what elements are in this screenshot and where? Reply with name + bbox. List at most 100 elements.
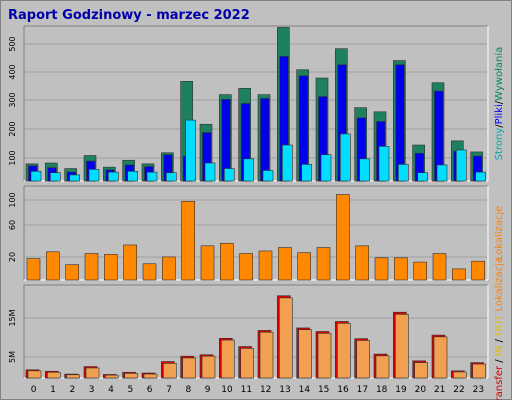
y-axis-label-part: /: [494, 336, 505, 346]
x-tick-label: 12: [260, 385, 271, 395]
bar-top-s2-h4: [108, 171, 119, 182]
bar-bottom-s1-h16: [337, 322, 351, 379]
bar-bottom-s1-h19: [395, 314, 409, 379]
x-tick-label: 10: [221, 385, 233, 395]
bar-middle-s0-h7: [162, 256, 176, 281]
plot-panels: 100200300400500Strony/Pliki/Wywołania206…: [8, 25, 505, 404]
y-axis-label-top: Strony/Pliki/Wywołania: [494, 47, 505, 161]
y-axis-label-bottom: Transfer / IN / OUT Lokalizacje: [494, 257, 505, 400]
y-axis-label-part: /: [494, 356, 505, 366]
bar-top-s2-h9: [204, 162, 216, 182]
x-tick-label: 3: [89, 385, 95, 395]
bar-top-s1-h19: [395, 64, 405, 182]
bar-bottom-s1-h22: [453, 371, 467, 379]
bar-top-s2-h11: [243, 158, 254, 182]
bar-top-s2-h22: [456, 149, 467, 182]
y-tick-label: 200: [8, 121, 17, 136]
y-axis-label-middle: Lokalizacje: [494, 206, 505, 261]
bar-bottom-s1-h20: [414, 362, 428, 379]
bar-bottom-s1-h12: [259, 331, 274, 379]
x-tick-label: 15: [318, 385, 329, 395]
plot-area-middle: [24, 186, 488, 280]
y-axis-label-part: Transfer: [494, 365, 505, 400]
x-tick-label: 13: [279, 385, 290, 395]
bar-bottom-s1-h6: [143, 373, 158, 379]
chart-title: Raport Godzinowy - marzec 2022: [8, 8, 250, 23]
x-tick-label: 19: [395, 385, 407, 395]
x-tick-label: 2: [69, 385, 75, 395]
x-tick-label: 9: [205, 385, 211, 395]
bar-middle-s0-h8: [181, 201, 195, 281]
bar-middle-s0-h15: [316, 247, 331, 281]
bar-bottom-s1-h11: [240, 348, 254, 379]
bar-middle-s0-h5: [123, 244, 137, 281]
bar-middle-s0-h9: [200, 245, 215, 281]
y-tick-label: 60: [8, 220, 17, 230]
x-tick-label: 16: [337, 385, 349, 395]
x-tick-label: 21: [434, 385, 445, 395]
bar-bottom-s1-h8: [182, 357, 196, 379]
bar-top-s2-h12: [262, 170, 274, 182]
bar-top-s2-h3: [88, 169, 100, 182]
y-axis-label-part: /: [494, 124, 505, 128]
y-axis-label-part: Lokalizacje: [494, 206, 505, 261]
y-axis-label-part: Wywołania: [494, 47, 505, 101]
bar-top-s2-h0: [30, 171, 42, 182]
bar-top-s2-h23: [475, 171, 486, 182]
bar-bottom-s1-h21: [433, 336, 448, 379]
bar-middle-s0-h0: [26, 258, 41, 281]
bar-top-s1-h12: [260, 98, 270, 182]
bar-middle-s0-h17: [355, 245, 369, 281]
x-tick-label: 4: [108, 385, 114, 395]
plot-area-bottom: [24, 285, 488, 378]
bar-middle-s0-h19: [394, 257, 408, 281]
x-tick-label: 14: [299, 385, 311, 395]
x-tick-label: 23: [473, 385, 484, 395]
y-tick-label: 100: [8, 192, 17, 207]
bar-top-s2-h17: [359, 158, 370, 182]
y-axis-label-part: OUT: [494, 314, 505, 336]
bar-middle-s0-h3: [84, 253, 99, 281]
x-tick-label: 0: [31, 385, 37, 395]
y-tick-label: 5M: [8, 351, 17, 363]
x-tick-label: 11: [241, 385, 252, 395]
x-tick-label: 1: [50, 385, 56, 395]
bar-middle-s0-h16: [336, 194, 350, 281]
bar-middle-s0-h23: [471, 260, 485, 281]
y-axis-label-part: Lokalizacje: [494, 257, 505, 315]
bar-middle-s0-h1: [46, 251, 60, 281]
bar-top-s2-h1: [50, 172, 61, 182]
bar-bottom-s1-h7: [163, 363, 177, 379]
bar-bottom-s1-h2: [66, 374, 80, 379]
y-tick-label: 500: [8, 36, 17, 51]
y-tick-label: 20: [8, 252, 17, 262]
bar-top-s2-h5: [127, 171, 138, 182]
y-tick-label: 300: [8, 92, 17, 107]
bar-bottom-s1-h1: [47, 371, 61, 379]
y-tick-label: 15M: [8, 309, 17, 326]
x-tick-label: 17: [357, 385, 368, 395]
y-tick-label: 400: [8, 64, 17, 79]
bar-bottom-s1-h5: [124, 373, 138, 379]
bar-middle-s0-h14: [297, 252, 311, 281]
bar-top-s2-h19: [398, 164, 409, 182]
panel-middle: 20 60 100 Lokalizacje: [8, 185, 505, 281]
bar-middle-s0-h13: [278, 247, 292, 281]
x-tick-label: 22: [453, 385, 464, 395]
bar-middle-s0-h12: [258, 250, 273, 281]
x-tick-label: 18: [376, 385, 388, 395]
bar-middle-s0-h18: [374, 257, 389, 281]
bar-top-s2-h8: [185, 119, 196, 182]
bar-top-s2-h10: [224, 168, 235, 182]
bar-bottom-s1-h3: [85, 367, 100, 379]
bar-top-s2-h7: [166, 172, 177, 182]
bar-top-s2-h6: [146, 171, 158, 182]
x-tick-label: 8: [185, 385, 191, 395]
bar-middle-s0-h4: [104, 254, 118, 281]
bar-top-s2-h21: [436, 164, 448, 182]
bar-bottom-s1-h10: [221, 339, 235, 379]
panel-bottom: 5M 15M Transfer / IN / OUT Lokalizacje: [8, 257, 505, 404]
bar-bottom-s1-h23: [472, 363, 486, 379]
